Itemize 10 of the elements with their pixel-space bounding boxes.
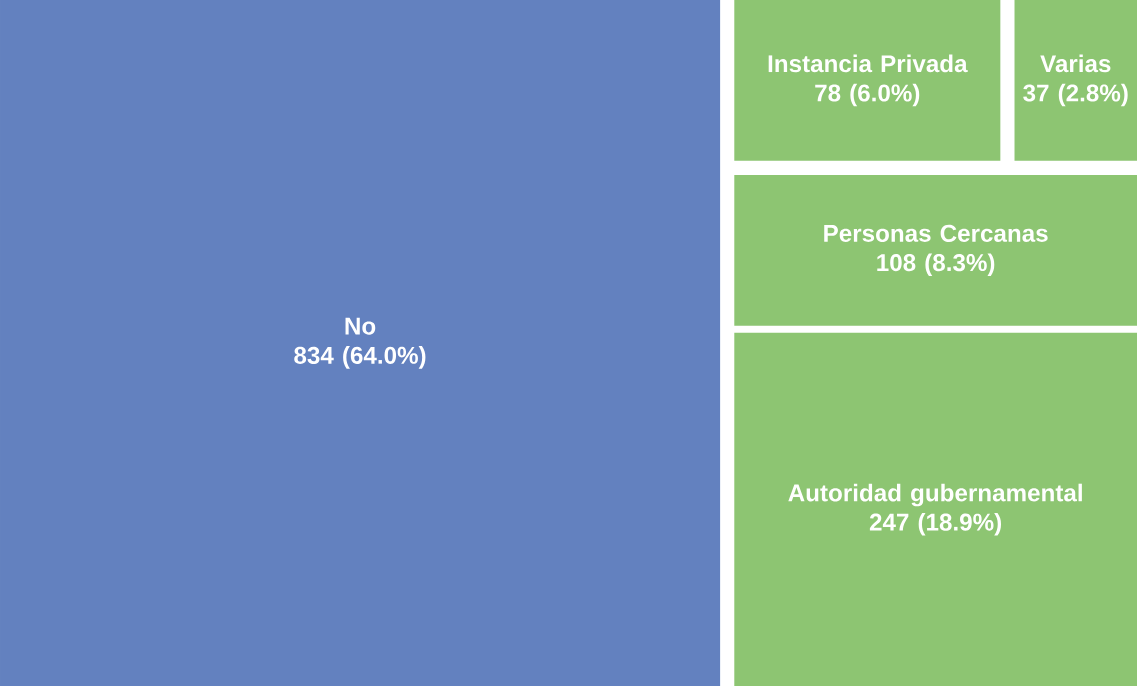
data-label: 108 (8.3%) [877, 253, 995, 276]
category-label: Personas Cercanas [824, 224, 1048, 242]
category-label: Varias [1040, 54, 1111, 73]
category-label: Instancia Privada [768, 54, 968, 73]
data-label: 37 (2.8%) [1023, 83, 1128, 107]
data-label: 247 (18.9%) [869, 512, 1002, 536]
data-label: 78 (6.0%) [815, 83, 920, 107]
category-label: No [345, 317, 376, 335]
data-label: 834 (64.0%) [294, 345, 426, 369]
category-label: Autoridad gubernamental [788, 483, 1082, 507]
